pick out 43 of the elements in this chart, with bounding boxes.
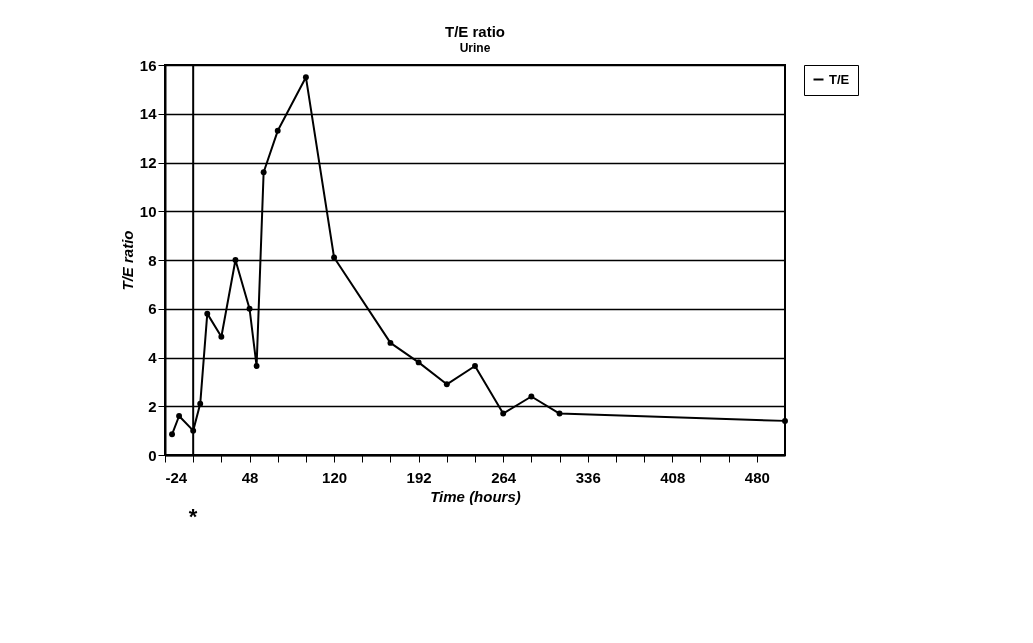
y-tick-label: 16: [139, 56, 157, 74]
x-tick-label: -24: [165, 468, 188, 486]
y-tick-label: 4: [148, 349, 158, 366]
point: [500, 410, 507, 417]
y-tick-label: 10: [139, 202, 157, 220]
y-tick-label: 2: [148, 397, 157, 415]
point: [782, 417, 788, 424]
text: *: [188, 504, 198, 529]
x-tick-label: 120: [322, 468, 348, 486]
y-tick-label: 0: [148, 446, 157, 464]
y-axis-title: T/E ratio: [118, 230, 136, 291]
point: [302, 74, 309, 81]
x-tick-label: 48: [241, 468, 259, 486]
y-tick-label: 12: [139, 154, 157, 171]
y-tick-label: 14: [139, 105, 158, 123]
point: [274, 127, 281, 134]
point: [415, 359, 422, 366]
y-tick-label: 6: [148, 300, 157, 318]
chart-subtitle: Urine: [459, 41, 491, 55]
point: [387, 339, 394, 346]
legend-label: T/E: [829, 71, 850, 87]
point: [218, 333, 225, 340]
point: [176, 413, 183, 419]
point: [528, 393, 535, 400]
point: [331, 254, 338, 261]
x-axis-title: Time (hours): [430, 487, 521, 505]
point: [232, 257, 239, 263]
chart-title: T/E ratio: [444, 23, 506, 40]
point: [260, 169, 267, 176]
point: [472, 363, 478, 369]
x-tick-label: 480: [744, 468, 770, 486]
x-tick-label: 192: [406, 468, 432, 486]
x-tick-label: 336: [575, 468, 601, 486]
point: [253, 363, 260, 369]
point: [169, 431, 175, 438]
x-tick-label: 264: [491, 468, 517, 486]
point: [204, 310, 211, 317]
point: [443, 381, 450, 388]
y-tick-label: 8: [148, 251, 157, 269]
point: [556, 410, 563, 417]
point: [246, 305, 253, 312]
point: [197, 400, 204, 407]
x-tick-label: 408: [660, 468, 686, 486]
